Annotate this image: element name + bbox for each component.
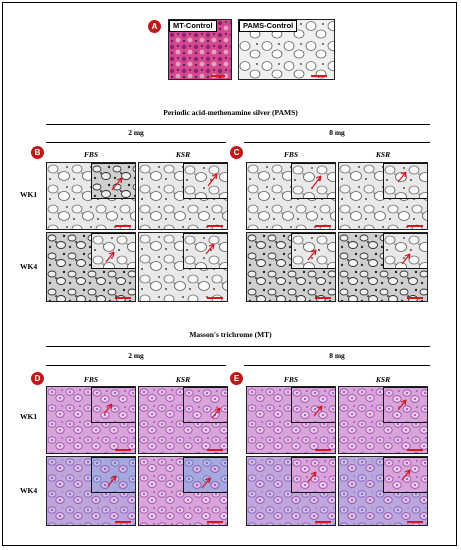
pams-col-fbs: FBS	[83, 150, 99, 159]
panel-letter-e: E	[230, 372, 243, 385]
magnified-inset	[91, 163, 135, 199]
scale-bar	[311, 75, 327, 77]
magnified-inset	[383, 233, 427, 269]
pams-col-ksr: KSR	[175, 150, 191, 159]
magnified-inset	[91, 233, 135, 269]
pams-2mg-ksr-wk1	[138, 162, 228, 230]
scale-bar	[407, 521, 423, 523]
pams-group-2mg: 2 mg	[128, 128, 144, 137]
scale-bar	[207, 521, 223, 523]
mt-row-wk1: WK1	[20, 412, 38, 421]
mt-col-fbs: FBS	[283, 375, 299, 384]
pams-col-ksr: KSR	[375, 150, 391, 159]
figure-frame	[2, 2, 457, 546]
mt-col-fbs: FBS	[83, 375, 99, 384]
magnified-inset	[91, 457, 135, 493]
mt-section-title: Masson's trichrome (MT)	[189, 330, 272, 339]
pams-2mg-fbs-wk1	[46, 162, 136, 230]
mt-2mg-ksr-wk4	[138, 456, 228, 526]
pams-2mg-ksr-wk4	[138, 232, 228, 302]
magnified-inset	[291, 387, 335, 423]
magnified-inset	[183, 457, 227, 493]
scale-bar	[115, 521, 131, 523]
scale-bar	[315, 225, 331, 227]
scale-bar	[315, 449, 331, 451]
divider	[244, 365, 430, 366]
magnified-inset	[383, 387, 427, 423]
magnified-inset	[291, 457, 335, 493]
panel-letter-d: D	[31, 372, 44, 385]
magnified-inset	[291, 233, 335, 269]
scale-bar	[207, 225, 223, 227]
divider	[46, 346, 430, 347]
pams-8mg-ksr-wk1	[338, 162, 428, 230]
mt-8mg-fbs-wk4	[246, 456, 336, 526]
mt-8mg-ksr-wk1	[338, 386, 428, 454]
divider	[46, 365, 226, 366]
panel-letter-b: B	[31, 146, 44, 159]
panel-letter-c: C	[230, 146, 243, 159]
mt-col-ksr: KSR	[175, 375, 191, 384]
magnified-inset	[383, 163, 427, 199]
scale-bar	[207, 449, 223, 451]
pams-row-wk4: WK4	[20, 262, 38, 271]
divider	[46, 124, 430, 125]
pams-col-fbs: FBS	[283, 150, 299, 159]
scale-bar	[407, 297, 423, 299]
scale-bar	[115, 225, 131, 227]
mt-row-wk4: WK4	[20, 486, 38, 495]
scale-bar	[315, 297, 331, 299]
mt-group-2mg: 2 mg	[128, 351, 144, 360]
pams-8mg-ksr-wk4	[338, 232, 428, 302]
magnified-inset	[183, 163, 227, 199]
scale-bar	[407, 225, 423, 227]
scale-bar	[211, 75, 225, 77]
scale-bar	[115, 297, 131, 299]
scale-bar	[315, 521, 331, 523]
pams-8mg-fbs-wk4	[246, 232, 336, 302]
pams-2mg-fbs-wk4	[46, 232, 136, 302]
mt-control-image: MT-Control	[168, 19, 232, 80]
pams-row-wk1: WK1	[20, 190, 38, 199]
mt-2mg-fbs-wk1	[46, 386, 136, 454]
mt-group-8mg: 8 mg	[329, 351, 345, 360]
mt-8mg-ksr-wk4	[338, 456, 428, 526]
scale-bar	[407, 449, 423, 451]
scale-bar	[207, 297, 223, 299]
magnified-inset	[183, 387, 227, 423]
mt-col-ksr: KSR	[375, 375, 391, 384]
pams-group-8mg: 8 mg	[329, 128, 345, 137]
scale-bar	[115, 449, 131, 451]
mt-2mg-fbs-wk4	[46, 456, 136, 526]
pams-control-image: PAMS-Control	[238, 19, 335, 80]
magnified-inset	[183, 233, 227, 269]
mt-8mg-fbs-wk1	[246, 386, 336, 454]
mt-2mg-ksr-wk1	[138, 386, 228, 454]
panel-letter-a: A	[148, 20, 161, 33]
divider	[46, 142, 226, 143]
magnified-inset	[291, 163, 335, 199]
pams-8mg-fbs-wk1	[246, 162, 336, 230]
mt-control-label: MT-Control	[169, 20, 217, 32]
pams-control-label: PAMS-Control	[239, 20, 298, 32]
magnified-inset	[383, 457, 427, 493]
pams-section-title: Periodic acid-methenamine silver (PAMS)	[163, 108, 298, 117]
magnified-inset	[91, 387, 135, 423]
divider	[244, 142, 430, 143]
